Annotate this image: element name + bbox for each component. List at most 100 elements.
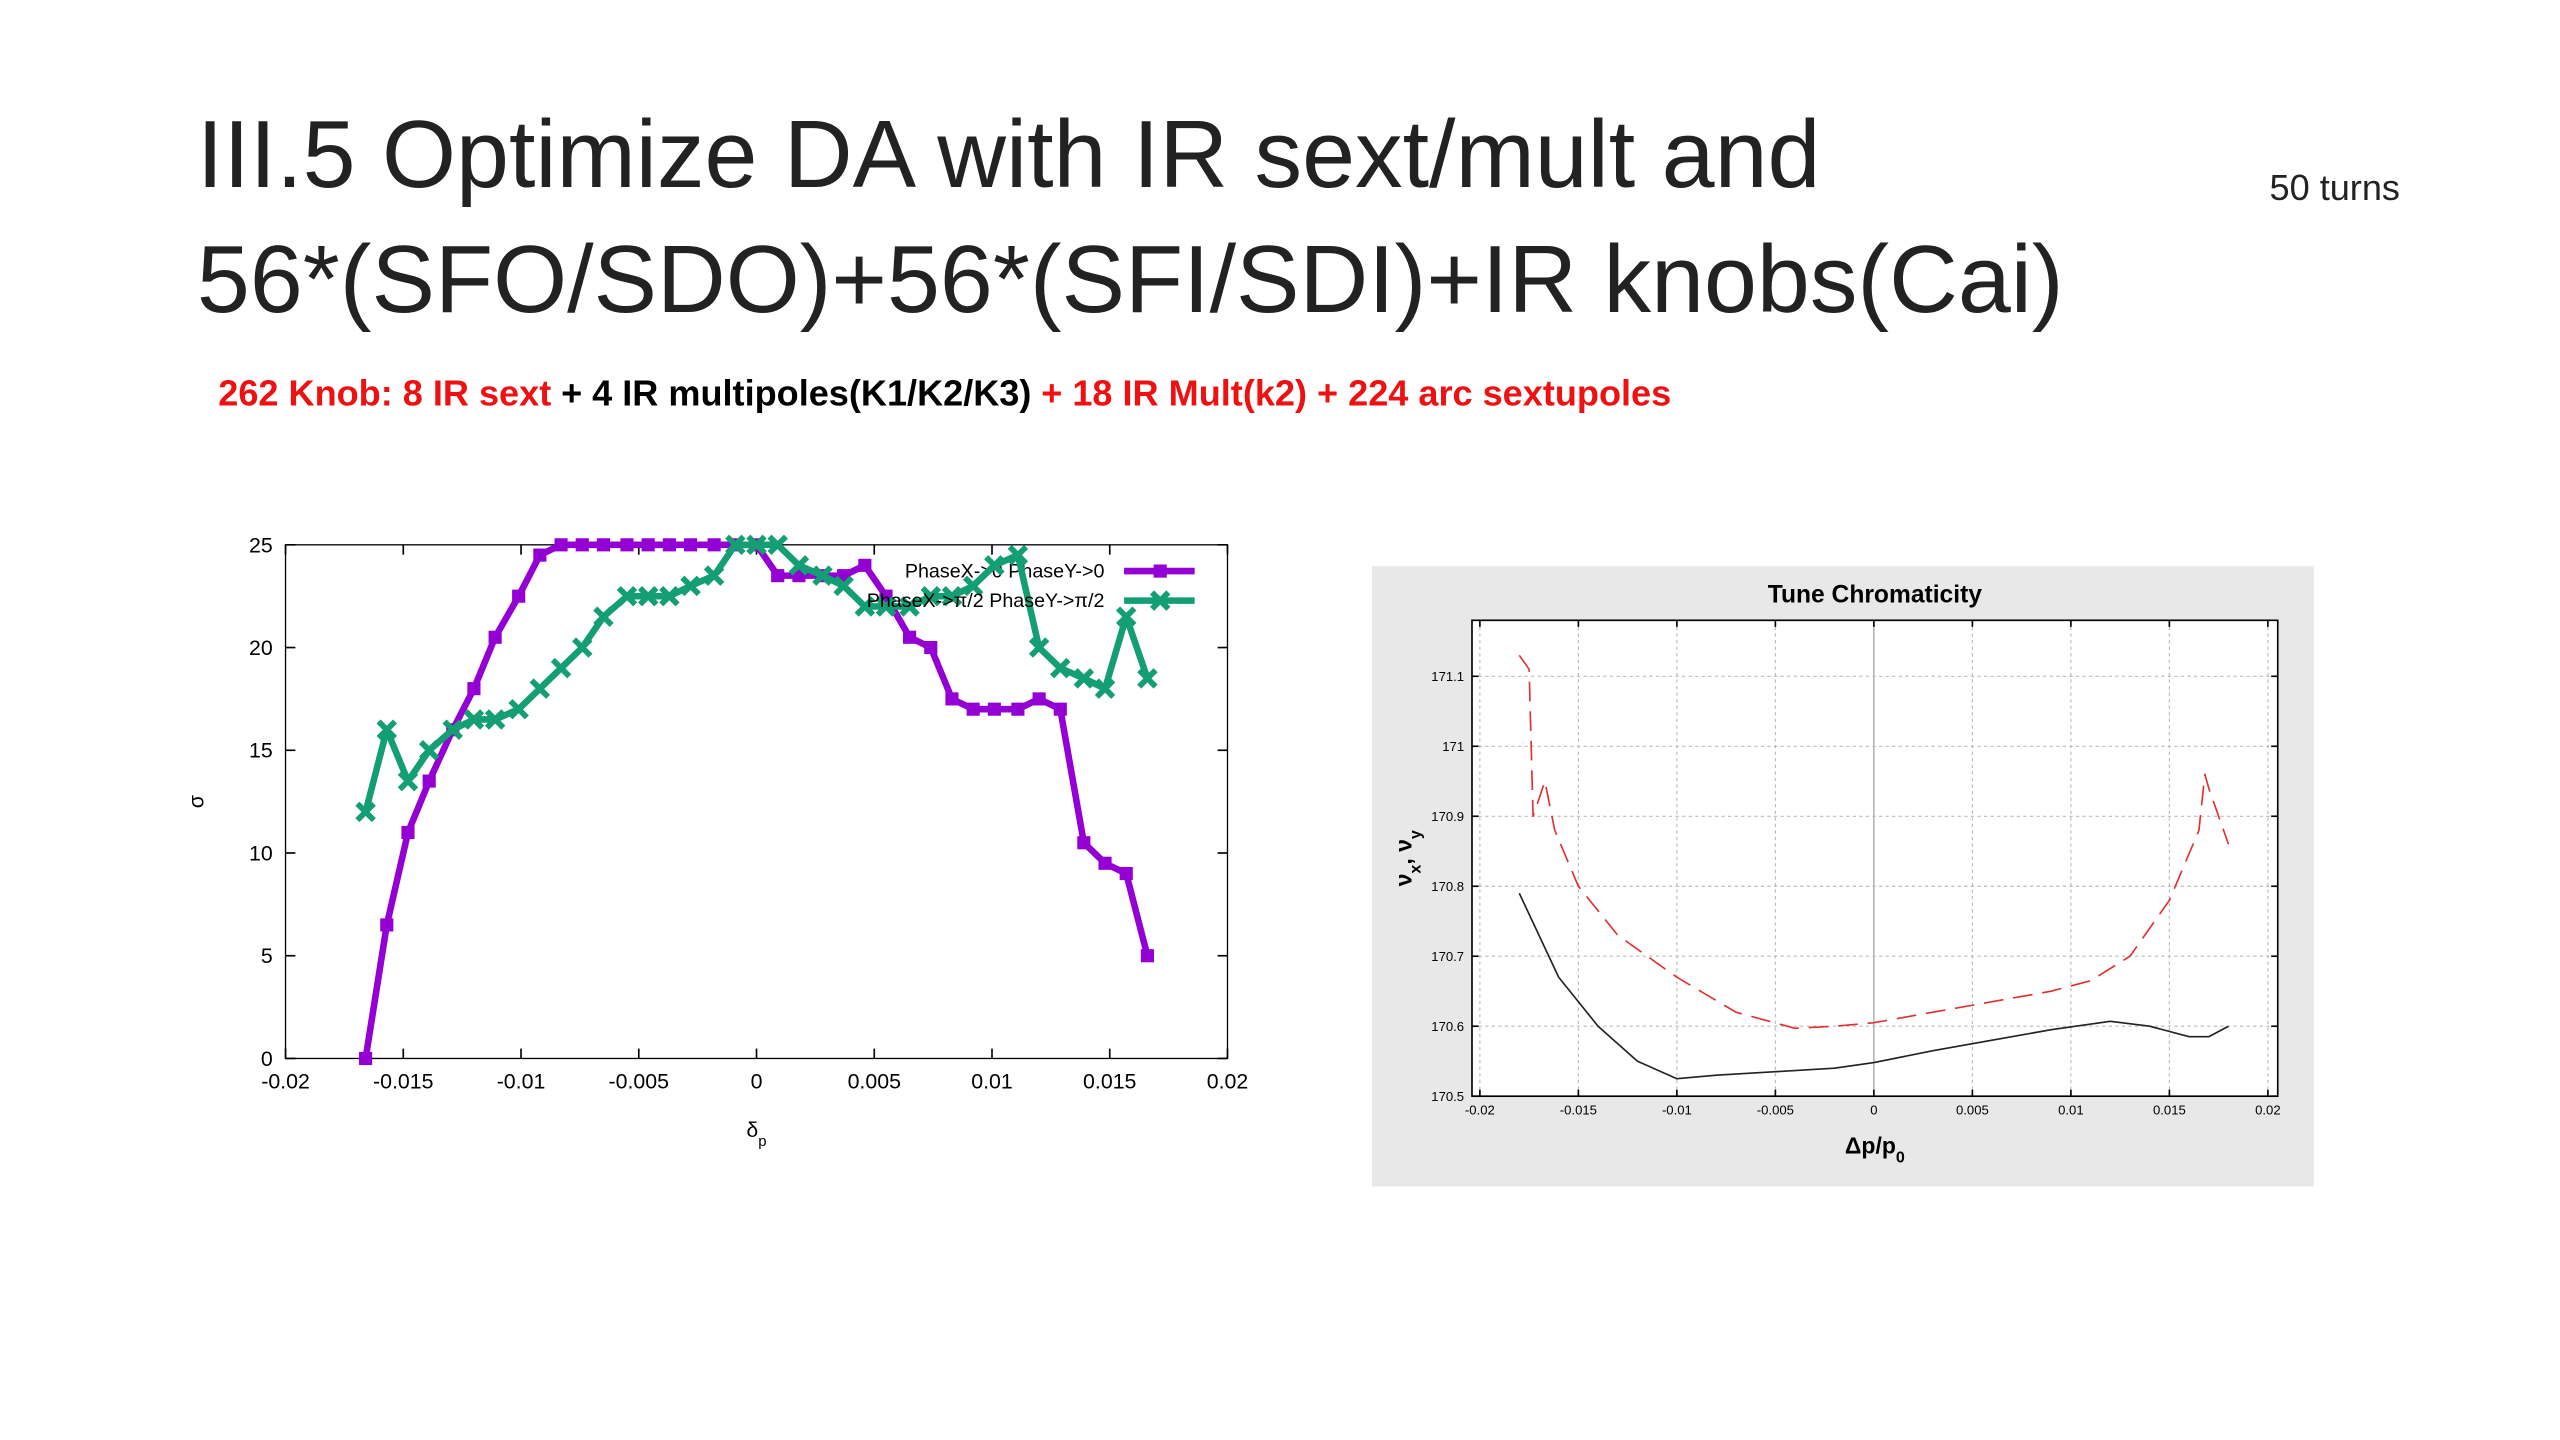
marker [596,538,611,552]
axis-label: Δp/p0 [1845,1133,1905,1167]
marker [684,538,698,552]
marker [1115,606,1137,627]
marker [1007,544,1029,566]
marker [641,538,655,552]
marker [1098,856,1112,870]
marker [380,918,394,932]
marker [662,538,676,552]
marker [376,719,398,740]
marker [920,585,942,607]
axis-label-part: Δp/p [1845,1133,1896,1159]
marker [1032,692,1046,706]
marker [572,637,593,658]
x-tick-label: 0.015 [1083,1069,1136,1093]
marker [945,692,959,706]
marker [1077,836,1091,850]
plot-frame [1471,619,2279,1098]
marker [422,774,436,788]
note: 50 turns [2270,167,2400,208]
x-tick-label: 0.01 [2058,1103,2084,1118]
marker [442,719,463,740]
marker [659,585,680,607]
marker [355,801,376,823]
marker [1119,866,1133,881]
marker [616,585,638,607]
axis-label: νx, νy [1390,830,1424,886]
y-tick-label: 171 [1442,739,1464,754]
title-line: 56*(SFO/SDO)+56*(SFI/SDI)+IR knobs(Cai) [197,227,2064,333]
y-tick-label: 170.9 [1431,809,1464,824]
title-line: III.5 Optimize DA with IR sext/mult and [197,102,1821,208]
marker [1149,590,1171,611]
marker [941,585,963,607]
marker [1140,949,1154,963]
x-tick-label: -0.015 [373,1069,433,1093]
marker [771,569,785,583]
marker [550,657,572,679]
axis-label-part: ν [1390,874,1416,887]
marker [858,558,872,572]
marker [1011,702,1025,716]
marker [680,575,701,597]
subtitle: 262 Knob: 8 IR sext + 4 IR multipoles(K1/… [218,372,1671,413]
x-tick-label: 0.02 [1207,1069,1249,1093]
subtitle-part: + 4 IR multipoles(K1/K2/K3) [561,372,1031,413]
y-tick-label: 5 [261,944,273,968]
marker [401,825,415,840]
y-tick-label: 10 [249,841,273,865]
marker [467,682,481,696]
x-tick-label: -0.015 [1560,1103,1597,1118]
marker [707,538,721,552]
marker [1053,702,1067,716]
x-tick-label: -0.01 [497,1069,546,1093]
y-tick-label: 25 [249,533,273,557]
marker [767,534,788,556]
y-tick-label: 171.1 [1431,669,1464,684]
marker [854,596,876,617]
marker [1153,564,1167,578]
marker [593,606,614,627]
marker [1050,657,1071,679]
marker [484,709,506,730]
marker [903,630,917,644]
axis-label-part: , ν [1390,839,1416,865]
marker [533,548,547,562]
marker [554,538,568,552]
marker [1094,678,1116,699]
marker [512,589,526,603]
marker [488,630,502,644]
marker [987,702,1001,716]
marker [637,585,659,607]
y-tick-label: 170.6 [1431,1019,1464,1034]
x-tick-label: 0 [751,1069,763,1093]
legend-label: PhaseX->0 PhaseY->0 [905,561,1105,583]
marker [1028,637,1050,658]
x-tick-label: -0.005 [609,1069,669,1093]
axis-label-part: σ [184,795,208,808]
marker [966,702,980,716]
plot-area [1472,620,2278,1097]
x-tick-label: -0.02 [261,1069,310,1093]
marker [833,575,854,597]
marker [359,1051,373,1066]
y-tick-label: 170.5 [1431,1089,1464,1104]
x-tick-label: 0.005 [848,1069,901,1093]
subtitle-part: 262 Knob: 8 IR sext [218,372,551,413]
axis-label-sub: p [758,1133,766,1150]
marker [620,538,634,552]
marker [397,770,419,792]
marker [703,565,725,586]
x-tick-label: 0 [1870,1103,1877,1118]
marker [575,538,589,552]
marker [1137,668,1158,689]
marker [1073,668,1095,689]
data-line [1518,654,2230,1030]
axis-label-sub: 0 [1896,1149,1905,1167]
marker [984,555,1005,576]
x-tick-label: 0.005 [1956,1103,1989,1118]
marker [508,698,529,720]
marker [725,534,746,556]
y-tick-label: 170.7 [1431,949,1464,964]
chart-title: Tune Chromaticity [1768,581,1983,608]
marker [418,740,440,761]
